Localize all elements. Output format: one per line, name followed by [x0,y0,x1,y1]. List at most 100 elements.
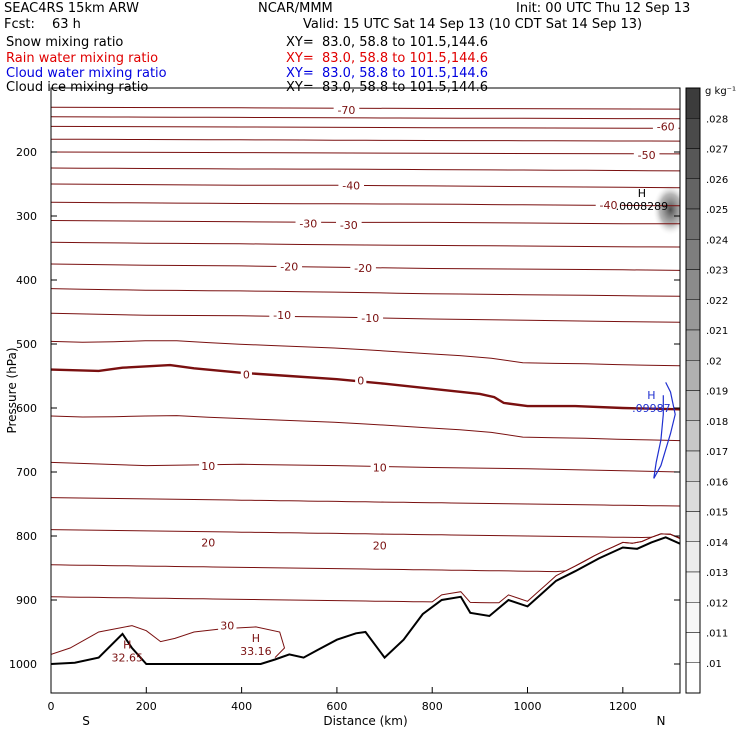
isotherm-minus70 [51,106,680,110]
colorbar-tick-label: .02 [706,356,722,367]
isotherm-label-bg [595,199,622,212]
colorbar-segment [685,390,701,421]
x-tick-label: 0 [48,700,55,713]
isotherm-label-bg [355,374,367,387]
isotherm-label-bg [633,149,660,162]
isotherm-label-bg [276,260,303,273]
isotherm-label-bg [370,461,389,474]
field-xy-snow: XY= 83.0, 58.8 to 101.5,144.6 [286,35,489,50]
colorbar-tick-label: .021 [706,326,728,337]
isotherm-label: -30 [340,219,358,232]
colorbar-segment [685,360,701,391]
isotherm-label: -10 [361,312,379,325]
isotherm-intermediate [51,116,680,120]
colorbar-tick-label: .014 [706,538,728,549]
isotherm-label: -40 [342,179,360,192]
maximum-h-label: H [252,632,260,645]
field-label-rain: Rain water mixing ratio [6,51,159,66]
maximum-h-label: H [123,638,131,651]
colorbar-segment [685,208,701,240]
y-tick-label: 300 [16,210,37,223]
isotherm-label-bg [357,311,384,324]
isotherm-intermediate [51,288,680,297]
isotherm-lower [51,529,680,539]
init-time: Init: 00 UTC Thu 12 Sep 13 [516,1,691,16]
colorbar-segment [685,571,701,603]
colorbar-segment [685,420,701,452]
isotherm-label: 10 [201,460,215,473]
isotherm-label: 30 [220,620,234,633]
colorbar-tick-label: .028 [706,114,728,125]
isotherm-0 [51,363,680,411]
colorbar-tick-label: .019 [706,387,728,398]
isotherm-label-bg [338,179,365,192]
colorbar-tick-label: .024 [706,235,728,246]
colorbar-tick-label: .022 [706,296,728,307]
isotherm-label: -20 [280,261,298,274]
isotherm-intermediate [51,340,680,367]
isotherm-label: 0 [243,369,250,382]
isotherm-minus50 [51,151,680,155]
isotherm-intermediate [51,201,680,207]
isotherm-label: 20 [201,536,215,549]
isotherm-label: 20 [373,540,387,553]
plot-frame [50,87,681,694]
field-label-cloud-water: Cloud water mixing ratio [6,66,167,81]
isotherm-label: -10 [273,309,291,322]
field-label-snow: Snow mixing ratio [6,35,124,50]
isotherm-label: -60 [657,120,675,133]
isotherm-label: -30 [299,218,317,231]
x-tick-label: 200 [136,700,157,713]
colorbar-tick-label: .023 [706,266,728,277]
colorbar-segment [685,450,701,482]
fcst-label: Fcst: [4,17,35,32]
colorbar-tick-label: .018 [706,417,728,428]
y-tick-label: 900 [16,594,37,607]
maximum-value-label: 33.16 [240,645,272,658]
isotherm-label-bg [199,536,218,549]
isotherm-label-bg [199,460,218,473]
model-title: SEAC4RS 15km ARW [4,1,140,16]
maximum-h-label: H [638,187,646,200]
isotherm-intermediate [51,167,680,172]
x-tick-label: 1000 [514,700,542,713]
isotherm-label-bg [333,103,360,116]
field-xy-cloud-water: XY= 83.0, 58.8 to 101.5,144.6 [286,66,489,81]
colorbar-frame [685,87,701,694]
colorbar-segment [685,239,701,270]
x-axis-label: Distance (km) [323,714,407,728]
cloud-ice-maximum-shading [652,183,680,236]
north-end-label: N [657,714,666,728]
isotherm-label-bg [218,619,237,632]
isotherm-intermediate [51,138,680,142]
colorbar-tick-label: .013 [706,568,728,579]
y-tick-label: 700 [16,466,37,479]
y-tick-label: 400 [16,274,37,287]
isotherm-label: 10 [373,462,387,475]
isotherm-minus60 [51,125,680,129]
isotherm-label-bg [652,120,679,133]
y-tick-label: 200 [16,146,37,159]
isotherm-label-bg [295,217,322,230]
colorbar-tick-label: .016 [706,477,728,488]
isotherm-label: -40 [600,199,618,212]
colorbar-segment [685,269,701,300]
colorbar-segment [685,329,701,361]
colorbar-tick-label: .015 [706,508,728,519]
valid-time: Valid: 15 UTC Sat 14 Sep 13 (10 CDT Sat … [303,17,643,32]
colorbar-segment [685,662,701,694]
y-tick-label: 600 [16,402,37,415]
colorbar-segment [685,299,701,331]
colorbar-tick-label: .027 [706,145,728,156]
colorbar-tick-label: .017 [706,447,728,458]
isotherm-label: -20 [354,262,372,275]
isotherm-label: -50 [638,149,656,162]
isotherm-label-bg [350,261,376,274]
isotherm-label-bg [370,539,389,552]
isotherm-minus40 [51,183,680,189]
isotherm-label: -70 [337,104,355,117]
colorbar-segment [685,602,701,633]
isotherm-minus10 [51,312,680,323]
colorbar-segment [685,87,701,119]
y-axis-label: Pressure (hPa) [5,347,19,433]
